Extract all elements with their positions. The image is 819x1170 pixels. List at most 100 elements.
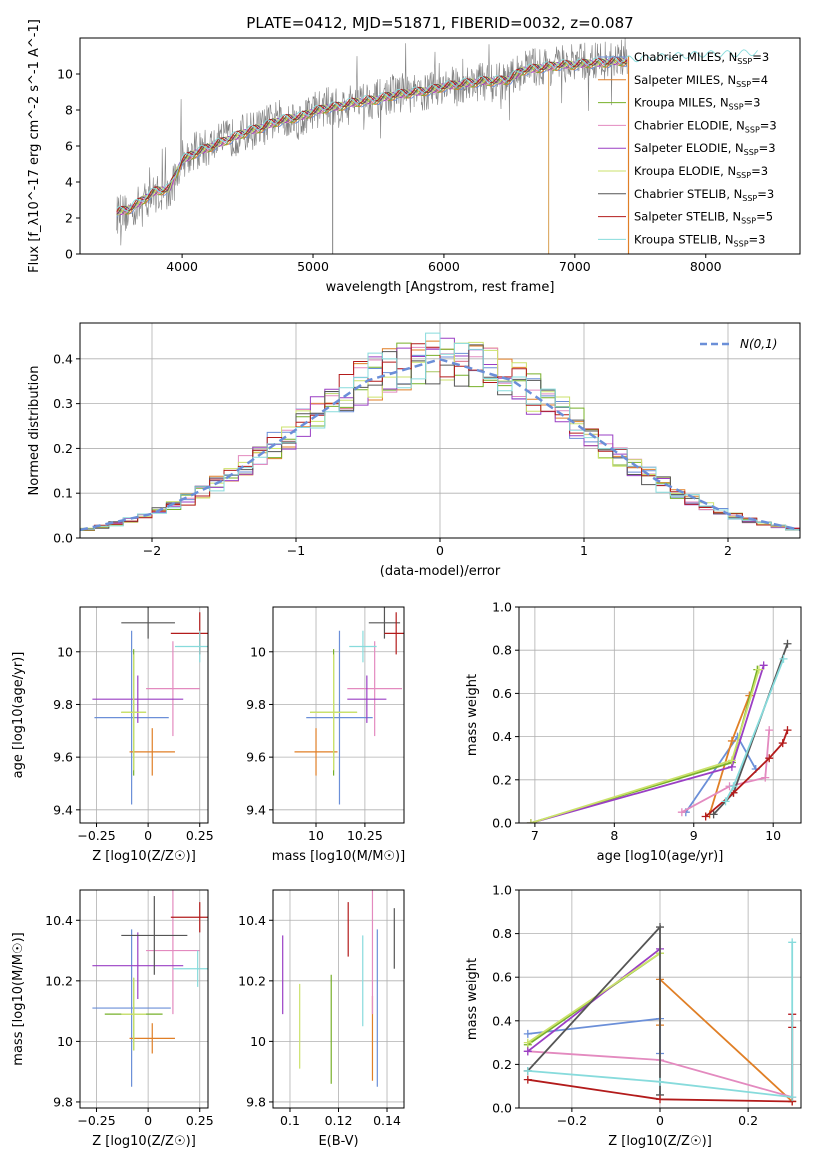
x-tick-label: 6000 (428, 259, 460, 274)
plot-area (282, 890, 395, 1087)
mass-weight-marker (701, 812, 710, 821)
axes-frame (79, 37, 801, 255)
y-tick-label: 9.4 (246, 802, 266, 817)
panel-mass-vs-Z: −0.25 0 0.25 9.8 10 10.2 10.4 Z [log10(Z/Z☉)] ma… (11, 889, 214, 1149)
y-tick-label: 0.8 (492, 643, 512, 658)
x-axis-label: (data-model)/error (380, 564, 501, 579)
y-tick-label: 10 (250, 644, 266, 659)
y-axis-label: Flux [f_λ10^-17 erg cm^-2 s^-1 A^-1] (27, 19, 42, 273)
x-tick-label: 0.14 (373, 1113, 401, 1128)
x-tick-label: −1 (287, 543, 305, 558)
panel-age-vs-mass: 10 10.25 9.4 9.6 9.8 10 mass [log10(M/M☉)] (246, 606, 405, 864)
mass-weight-marker (759, 661, 768, 670)
plot-area (80, 332, 800, 533)
x-tick-label: 1 (580, 543, 588, 558)
mass-weight-marker (526, 819, 535, 823)
mass-weight-marker (754, 665, 763, 674)
legend-label: Kroupa ELODIE, NSSP=3 (634, 164, 768, 180)
y-tick-label: 0.4 (492, 729, 512, 744)
mass-weight-marker (677, 808, 686, 817)
y-axis-label: Normed distribution (27, 366, 42, 496)
mass-weight-marker (765, 726, 774, 735)
mass-weight-line (530, 669, 759, 823)
plot-area (523, 923, 797, 1106)
y-tick-label: 9.8 (53, 697, 73, 712)
legend-label: Salpeter ELODIE, NSSP=3 (634, 141, 776, 157)
y-tick-label: 0.4 (53, 351, 73, 366)
y-tick-label: 0.2 (53, 441, 73, 456)
mass-weight-line (705, 729, 789, 818)
x-tick-label: 0 (436, 543, 444, 558)
mass-weight-marker (523, 1047, 532, 1056)
y-axis-label: mass weight (465, 958, 480, 1040)
x-tick-label: 0.1 (280, 1113, 300, 1128)
x-axis-label: E(B-V) (318, 1134, 358, 1149)
y-tick-label: 4 (65, 175, 73, 190)
x-tick-label: 0 (144, 828, 152, 843)
plot-area (92, 607, 208, 805)
x-tick-label: 10 (765, 828, 781, 843)
mass-weight-marker (523, 1038, 532, 1047)
y-tick-label: 1.0 (492, 883, 512, 898)
y-axis-label: age [log10(age/yr)] (11, 652, 26, 779)
mass-weight-marker (727, 756, 736, 765)
mass-weight-marker (709, 810, 718, 819)
model-spectrum-line (116, 56, 628, 212)
panel-age-vs-Z: −0.25 0 0.25 9.4 9.6 9.8 10 Z [log10(Z/Z☉)] age … (11, 606, 214, 864)
axes-frame (79, 889, 209, 1109)
y-tick-label: 0.8 (492, 926, 512, 941)
mass-weight-marker (523, 1066, 532, 1075)
legend-label: Salpeter MILES, NSSP=4 (634, 73, 768, 89)
panel-residuals: −2 −1 0 1 2 0.0 0.1 0.2 0.3 0.4 N(0,1) (data-model)… (27, 322, 801, 579)
x-axis-label: Z [log10(Z/Z☉)] (92, 849, 196, 864)
x-tick-label: 9 (690, 828, 698, 843)
panel-spectrum: 4000 5000 6000 7000 8000 0 2 4 6 8 10 Chabrier MILE… (27, 19, 801, 295)
axes-frame (518, 889, 802, 1109)
y-tick-label: 0.2 (492, 1057, 512, 1072)
mass-weight-marker (788, 938, 797, 947)
mass-weight-line (685, 734, 757, 813)
y-axis-label: mass [log10(M/M☉)] (11, 932, 26, 1065)
y-tick-label: 10.4 (238, 913, 266, 928)
y-tick-label: 0.0 (492, 816, 512, 831)
plot-area (294, 607, 404, 805)
mass-weight-line (527, 942, 794, 1099)
x-tick-label: −0.2 (557, 1113, 587, 1128)
y-tick-label: 9.8 (53, 1094, 73, 1109)
x-tick-label: −2 (143, 543, 161, 558)
x-axis-label: Z [log10(Z/Z☉)] (92, 1134, 196, 1149)
x-tick-label: 10 (308, 828, 324, 843)
x-tick-label: 7000 (559, 259, 591, 274)
y-tick-label: 0.1 (53, 486, 73, 501)
plot-area (526, 639, 792, 823)
y-tick-label: 6 (65, 139, 73, 154)
residual-histogram (80, 343, 800, 533)
mass-weight-marker (656, 923, 664, 932)
x-tick-label: 8 (610, 828, 618, 843)
mass-weight-line (527, 924, 661, 1095)
y-tick-label: 0.0 (53, 531, 73, 546)
axes-frame (272, 606, 405, 824)
mass-weight-marker (721, 797, 730, 806)
mass-weight-marker (779, 654, 788, 663)
model-spectrum-line (116, 49, 758, 212)
x-tick-label: 5000 (297, 259, 329, 274)
x-tick-label: 2 (724, 543, 732, 558)
mass-weight-marker (778, 739, 787, 748)
panel-mass-vs-EBV: 0.1 0.12 0.14 9.8 10 10.2 10.4 E(B-V) (238, 889, 405, 1149)
x-tick-label: 10.25 (347, 828, 383, 843)
x-tick-label: 8000 (690, 259, 722, 274)
y-tick-label: 10 (57, 67, 73, 82)
y-tick-label: 9.8 (246, 1094, 266, 1109)
legend-label: Chabrier MILES, NSSP=3 (634, 50, 769, 66)
axes-frame (518, 606, 802, 824)
x-tick-label: 0.2 (738, 1113, 758, 1128)
legend-label: Salpeter STELIB, NSSP=5 (634, 210, 773, 226)
mass-weight-marker (761, 773, 770, 782)
x-axis-label: wavelength [Angstrom, rest frame] (326, 280, 555, 295)
mass-weight-line (681, 730, 771, 813)
y-tick-label: 9.4 (53, 802, 73, 817)
x-tick-label: 0.12 (325, 1113, 353, 1128)
legend-label: Kroupa MILES, NSSP=3 (634, 96, 760, 112)
y-tick-label: 9.6 (246, 750, 266, 765)
